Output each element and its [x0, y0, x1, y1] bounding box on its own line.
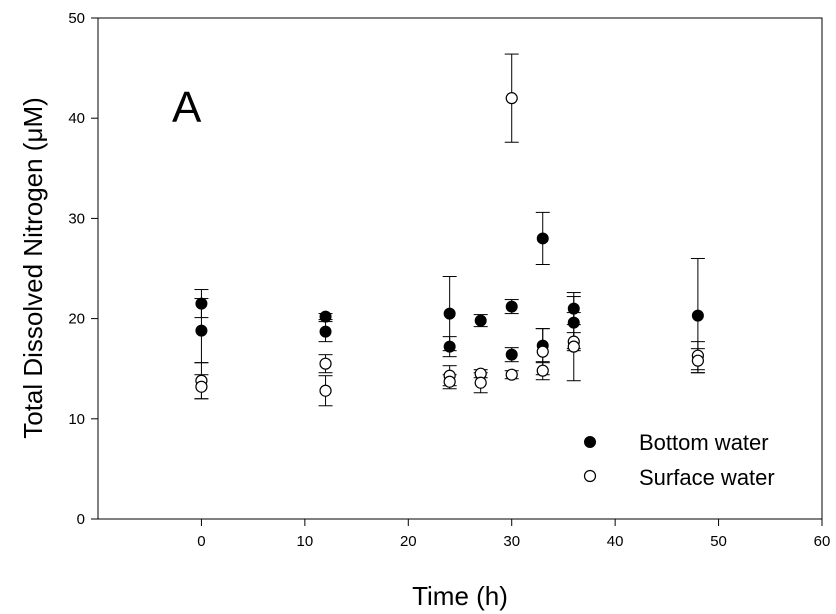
data-point-surface-water	[319, 384, 332, 397]
plot-area	[97, 17, 823, 520]
legend-marker-bottom-water	[584, 436, 596, 448]
data-point-surface-water	[443, 375, 456, 388]
legend-marker-surface-water	[583, 469, 597, 483]
data-point-bottom-water	[536, 232, 549, 245]
y-tick-label: 50	[68, 10, 85, 27]
data-point-bottom-water	[443, 307, 456, 320]
x-axis-title: Time (h)	[412, 581, 508, 611]
data-point-surface-water	[195, 380, 208, 393]
markers	[195, 92, 704, 397]
legend-label-surface-water: Surface water	[639, 465, 775, 490]
data-point-bottom-water	[195, 324, 208, 337]
data-point-bottom-water	[567, 302, 580, 315]
data-point-surface-water	[536, 364, 549, 377]
x-axis: 0 10 20 30 40 50 60	[197, 519, 830, 550]
legend-label-bottom-water: Bottom water	[639, 430, 769, 455]
data-point-bottom-water	[319, 325, 332, 338]
y-tick-label: 10	[68, 411, 85, 428]
data-point-surface-water	[505, 368, 518, 381]
x-tick-label: 50	[710, 533, 727, 550]
y-tick-label: 0	[77, 511, 85, 528]
x-tick-label: 30	[503, 533, 520, 550]
data-point-bottom-water	[505, 348, 518, 361]
data-point-surface-water	[536, 345, 549, 358]
data-point-surface-water	[319, 357, 332, 370]
data-point-surface-water	[505, 92, 518, 105]
y-axis-title: Total Dissolved Nitrogen (μM)	[18, 97, 48, 439]
x-tick-label: 20	[400, 533, 417, 550]
y-tick-label: 40	[68, 110, 85, 127]
data-point-bottom-water	[443, 340, 456, 353]
data-point-surface-water	[567, 340, 580, 353]
panel-label: A	[172, 83, 202, 132]
x-tick-label: 40	[607, 533, 624, 550]
y-axis: 0 10 20 30 40 50	[68, 10, 98, 528]
data-point-bottom-water	[474, 314, 487, 327]
data-point-bottom-water	[505, 300, 518, 313]
y-tick-label: 20	[68, 311, 85, 328]
legend: Bottom water Surface water	[583, 430, 775, 490]
x-tick-label: 60	[814, 533, 831, 550]
data-point-bottom-water	[195, 297, 208, 310]
data-point-bottom-water	[691, 309, 704, 322]
y-tick-label: 30	[68, 210, 85, 227]
data-point-surface-water	[691, 354, 704, 367]
data-point-bottom-water	[319, 310, 332, 323]
data-point-surface-water	[474, 376, 487, 389]
x-tick-label: 10	[297, 533, 314, 550]
plot-frame	[97, 17, 823, 520]
data-point-bottom-water	[567, 316, 580, 329]
x-tick-label: 0	[197, 533, 205, 550]
